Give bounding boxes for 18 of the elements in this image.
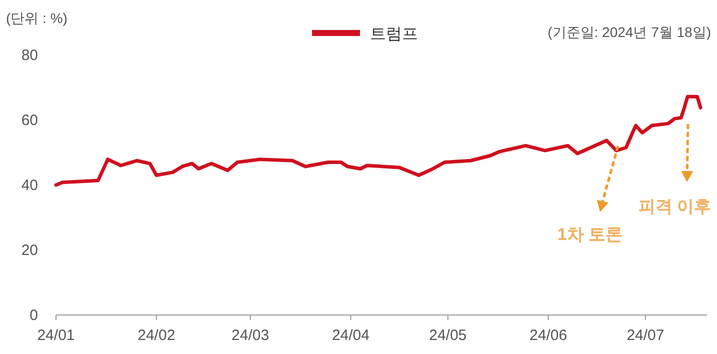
y-tick-label: 20	[21, 242, 38, 259]
x-tick-label: 24/04	[332, 327, 370, 344]
x-tick-label: 24/02	[138, 327, 176, 344]
y-tick-label: 0	[30, 307, 38, 324]
text: (기준일: 2024년 7월 18일)	[548, 24, 711, 40]
annotation: 1차 토론	[557, 225, 623, 244]
x-tick-label: 24/01	[37, 327, 75, 344]
x-tick-label: 24/06	[530, 327, 568, 344]
x-tick-label: 24/03	[232, 327, 270, 344]
x-tick-label: 24/07	[626, 327, 664, 344]
y-axis-title: (단위 : %)	[6, 10, 68, 26]
x-tick-label: 24/05	[429, 327, 467, 344]
y-tick-label: 40	[21, 177, 38, 194]
legend-label: 트럼프	[370, 26, 418, 43]
annotation: 피격 이후	[638, 197, 711, 216]
y-tick-label: 80	[21, 47, 38, 64]
y-tick-label: 60	[21, 112, 38, 129]
line-series	[54, 94, 702, 187]
